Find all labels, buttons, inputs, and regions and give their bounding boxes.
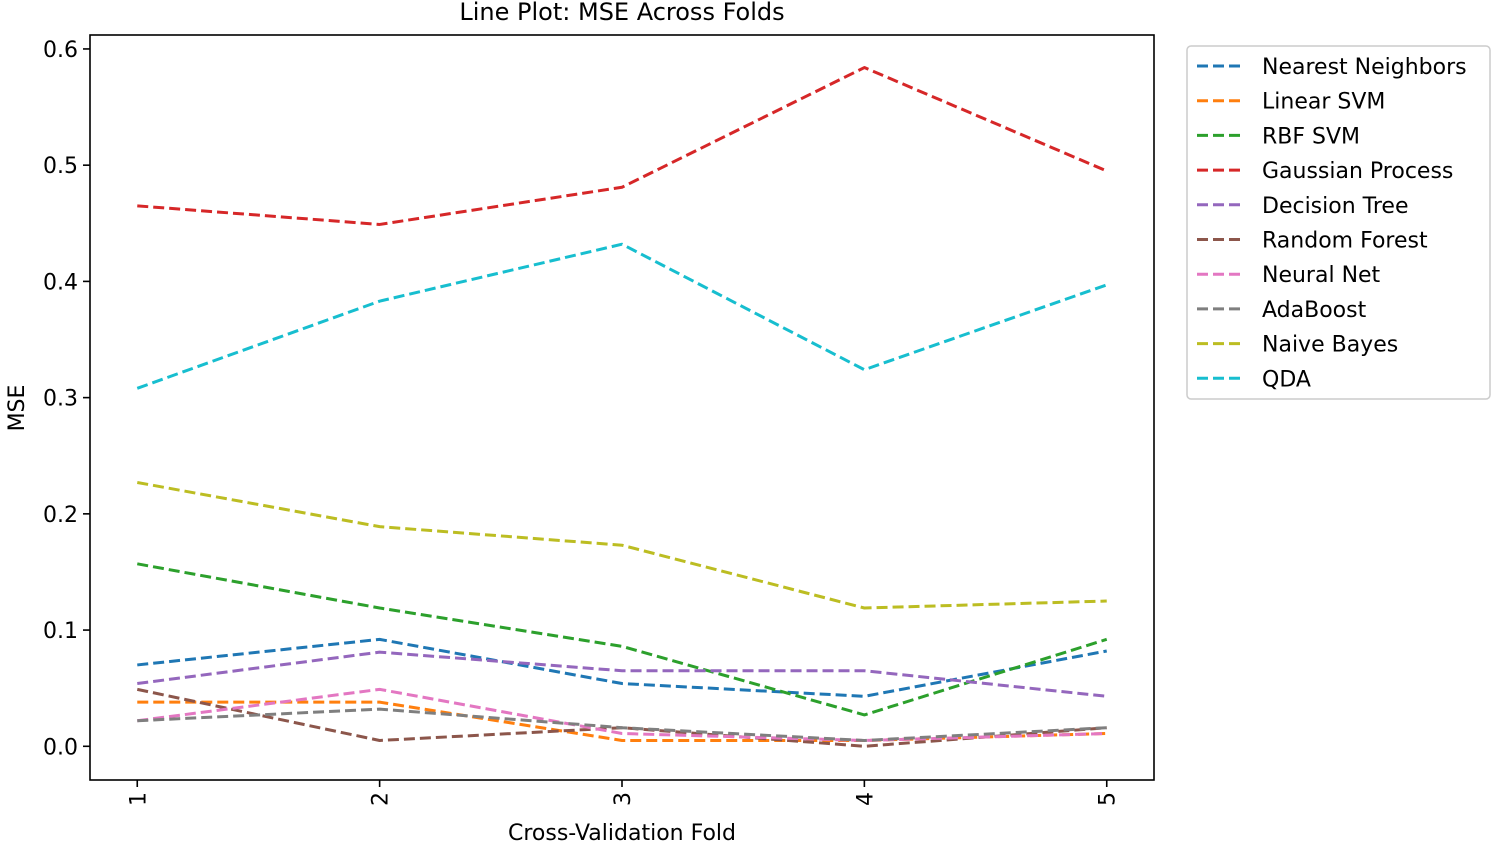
- series-line-decision-tree: [137, 650, 1107, 698]
- y-tick-label: 0.6: [43, 38, 78, 63]
- y-axis: 0.0 0.1 0.2 0.3 0.4 0.5 0.6: [43, 38, 90, 760]
- y-tick-label: 0.4: [43, 270, 78, 295]
- series-line-gaussian-process: [137, 66, 1108, 226]
- legend-label-random-forest: Random Forest: [1262, 229, 1428, 254]
- series-line-adaboost: [137, 707, 1107, 742]
- series-line-random-forest: [136, 687, 1107, 748]
- x-axis: 1 2 3 4 5: [126, 780, 1121, 806]
- legend: Nearest Neighbors Linear SVM RBF SVM Gaussi…: [1186, 45, 1491, 400]
- x-tick-label: 3: [611, 792, 636, 806]
- series-line-nearest-neighbors: [137, 637, 1108, 698]
- x-tick-label: 2: [369, 792, 394, 806]
- x-tick-label: 4: [853, 792, 878, 806]
- legend-label-naive-bayes: Naive Bayes: [1262, 333, 1398, 358]
- y-tick-label: 0.5: [43, 154, 78, 179]
- legend-label-adaboost: AdaBoost: [1262, 298, 1367, 323]
- series-lines: [136, 66, 1108, 748]
- x-tick-label: 5: [1096, 792, 1121, 806]
- x-axis-label: Cross-Validation Fold: [508, 821, 736, 846]
- legend-label-linear-svm: Linear SVM: [1262, 90, 1385, 115]
- legend-label-decision-tree: Decision Tree: [1262, 194, 1409, 219]
- series-line-linear-svm: [137, 700, 1107, 742]
- series-line-neural-net: [137, 687, 1107, 742]
- y-tick-label: 0.1: [43, 619, 78, 644]
- legend-label-neural-net: Neural Net: [1262, 263, 1381, 288]
- y-tick-label: 0.3: [43, 387, 78, 412]
- series-line-qda: [136, 242, 1108, 390]
- y-tick-label: 0.2: [43, 503, 78, 528]
- y-tick-label: 0.0: [43, 735, 78, 760]
- legend-label-rbf-svm: RBF SVM: [1262, 124, 1360, 149]
- series-line-naive-bayes: [136, 480, 1107, 610]
- y-axis-label: MSE: [5, 385, 30, 432]
- legend-label-nearest-neighbors: Nearest Neighbors: [1262, 55, 1467, 80]
- series-line-rbf-svm: [136, 562, 1108, 717]
- legend-frame: [1186, 45, 1491, 400]
- chart-title: Line Plot: MSE Across Folds: [459, 0, 784, 26]
- legend-label-gaussian-process: Gaussian Process: [1262, 159, 1453, 184]
- legend-label-qda: QDA: [1262, 367, 1311, 392]
- x-tick-label: 1: [126, 792, 151, 806]
